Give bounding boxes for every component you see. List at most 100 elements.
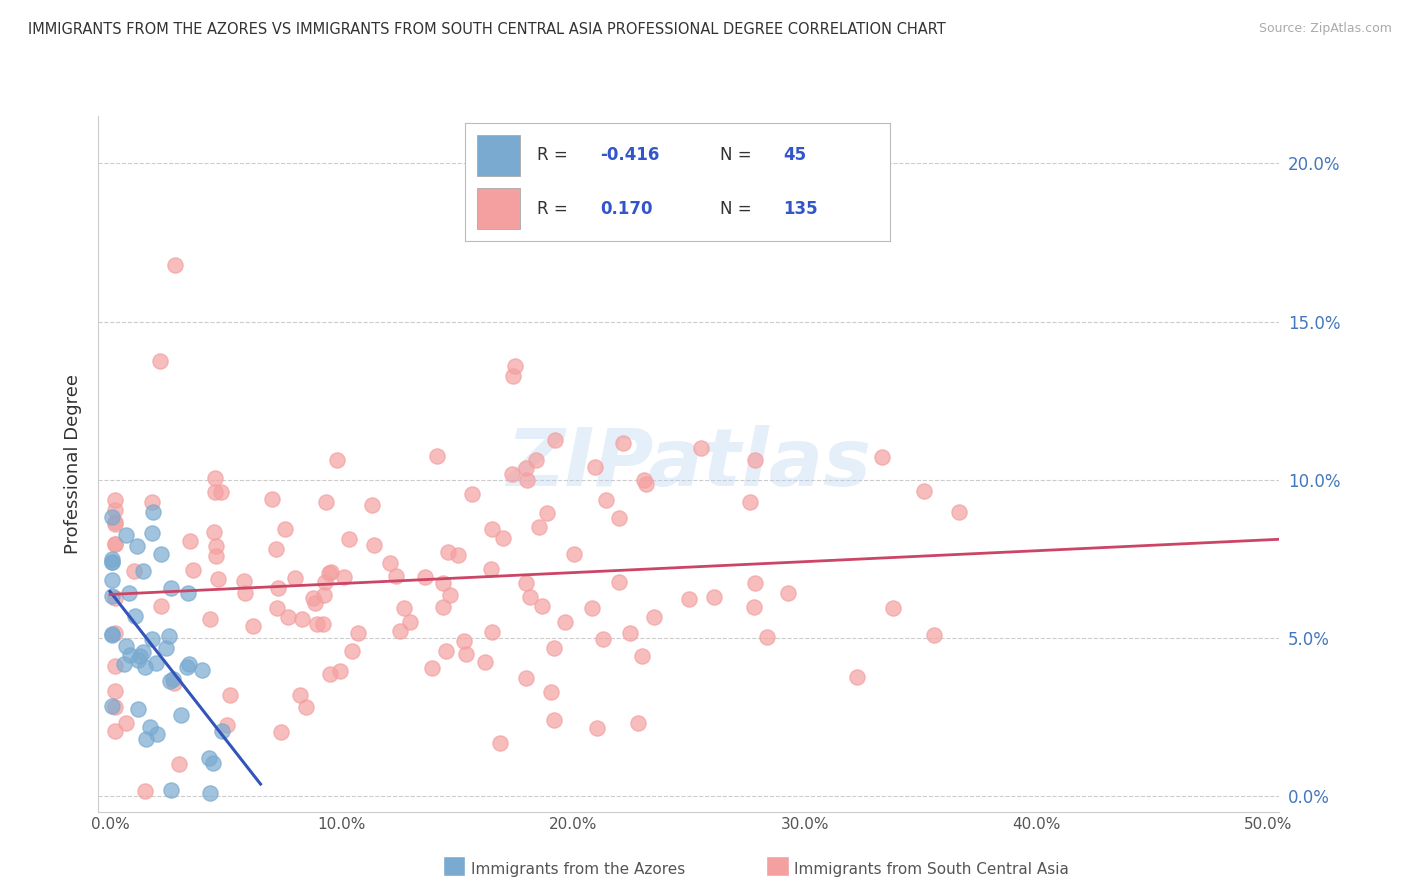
Point: [162, 673, 184, 687]
Point: [948, 505, 970, 519]
Point: [314, 588, 336, 602]
Point: [581, 601, 603, 615]
Point: [112, 657, 135, 671]
Point: [205, 539, 228, 553]
Point: [204, 471, 226, 485]
Point: [177, 586, 200, 600]
Point: [456, 648, 478, 662]
Point: [134, 784, 156, 798]
Point: [519, 590, 541, 604]
Point: [479, 562, 502, 576]
Point: [489, 736, 512, 750]
Point: [266, 600, 288, 615]
Point: [543, 640, 565, 655]
Point: [104, 537, 127, 551]
Y-axis label: Professional Degree: Professional Degree: [65, 374, 83, 554]
Point: [420, 661, 443, 675]
Point: [340, 643, 363, 657]
Text: ZIPatlas: ZIPatlas: [506, 425, 872, 503]
Text: Source: ZipAtlas.com: Source: ZipAtlas.com: [1258, 22, 1392, 36]
Point: [104, 515, 127, 529]
Point: [515, 461, 537, 475]
Point: [159, 674, 181, 689]
Point: [217, 718, 239, 732]
Point: [540, 684, 562, 698]
Point: [145, 657, 167, 671]
Point: [527, 520, 550, 534]
Point: [141, 632, 163, 646]
Point: [312, 616, 335, 631]
Point: [543, 713, 565, 727]
Point: [135, 732, 157, 747]
Point: [200, 786, 222, 800]
Point: [536, 506, 558, 520]
Point: [205, 549, 228, 563]
Point: [267, 581, 290, 595]
Point: [434, 643, 457, 657]
Point: [104, 492, 127, 507]
Point: [619, 626, 641, 640]
Point: [101, 699, 124, 714]
Point: [399, 615, 422, 630]
Point: [453, 634, 475, 648]
Point: [104, 723, 127, 738]
Point: [284, 571, 307, 585]
Point: [127, 702, 149, 716]
Point: [491, 532, 513, 546]
Point: [122, 564, 145, 578]
Point: [155, 641, 177, 656]
Point: [141, 525, 163, 540]
Text: IMMIGRANTS FROM THE AZORES VS IMMIGRANTS FROM SOUTH CENTRAL ASIA PROFESSIONAL DE: IMMIGRANTS FROM THE AZORES VS IMMIGRANTS…: [28, 22, 946, 37]
Point: [129, 649, 152, 664]
Point: [436, 545, 458, 559]
Point: [474, 655, 496, 669]
Point: [183, 563, 205, 577]
Point: [678, 591, 700, 606]
Point: [170, 708, 193, 723]
Point: [139, 720, 162, 734]
Point: [101, 590, 124, 604]
Point: [515, 672, 537, 686]
Point: [104, 503, 127, 517]
Point: [118, 586, 141, 600]
Point: [361, 498, 384, 512]
Point: [198, 612, 221, 626]
Point: [329, 665, 352, 679]
Point: [177, 657, 200, 671]
Point: [104, 517, 127, 532]
Point: [592, 632, 614, 646]
Point: [302, 591, 325, 605]
Point: [149, 354, 172, 368]
Point: [198, 750, 221, 764]
Point: [337, 533, 360, 547]
Point: [394, 600, 416, 615]
Point: [163, 258, 186, 272]
Point: [426, 450, 449, 464]
Point: [595, 492, 617, 507]
Point: [304, 596, 326, 610]
Point: [776, 585, 799, 599]
Point: [432, 600, 454, 615]
Point: [115, 639, 138, 653]
Point: [114, 716, 136, 731]
Point: [160, 783, 183, 797]
Point: [742, 599, 765, 614]
Point: [502, 369, 524, 384]
Point: [460, 487, 482, 501]
Point: [524, 452, 547, 467]
Point: [516, 473, 538, 487]
Point: [104, 591, 127, 606]
Point: [607, 510, 630, 524]
Point: [167, 756, 190, 771]
Point: [332, 570, 354, 584]
Point: [319, 667, 342, 681]
Point: [630, 648, 652, 663]
Point: [209, 485, 232, 500]
Point: [314, 574, 336, 589]
Point: [515, 576, 537, 591]
Point: [634, 476, 657, 491]
Point: [882, 601, 904, 615]
Point: [124, 608, 146, 623]
Point: [101, 555, 124, 569]
Point: [162, 676, 184, 690]
